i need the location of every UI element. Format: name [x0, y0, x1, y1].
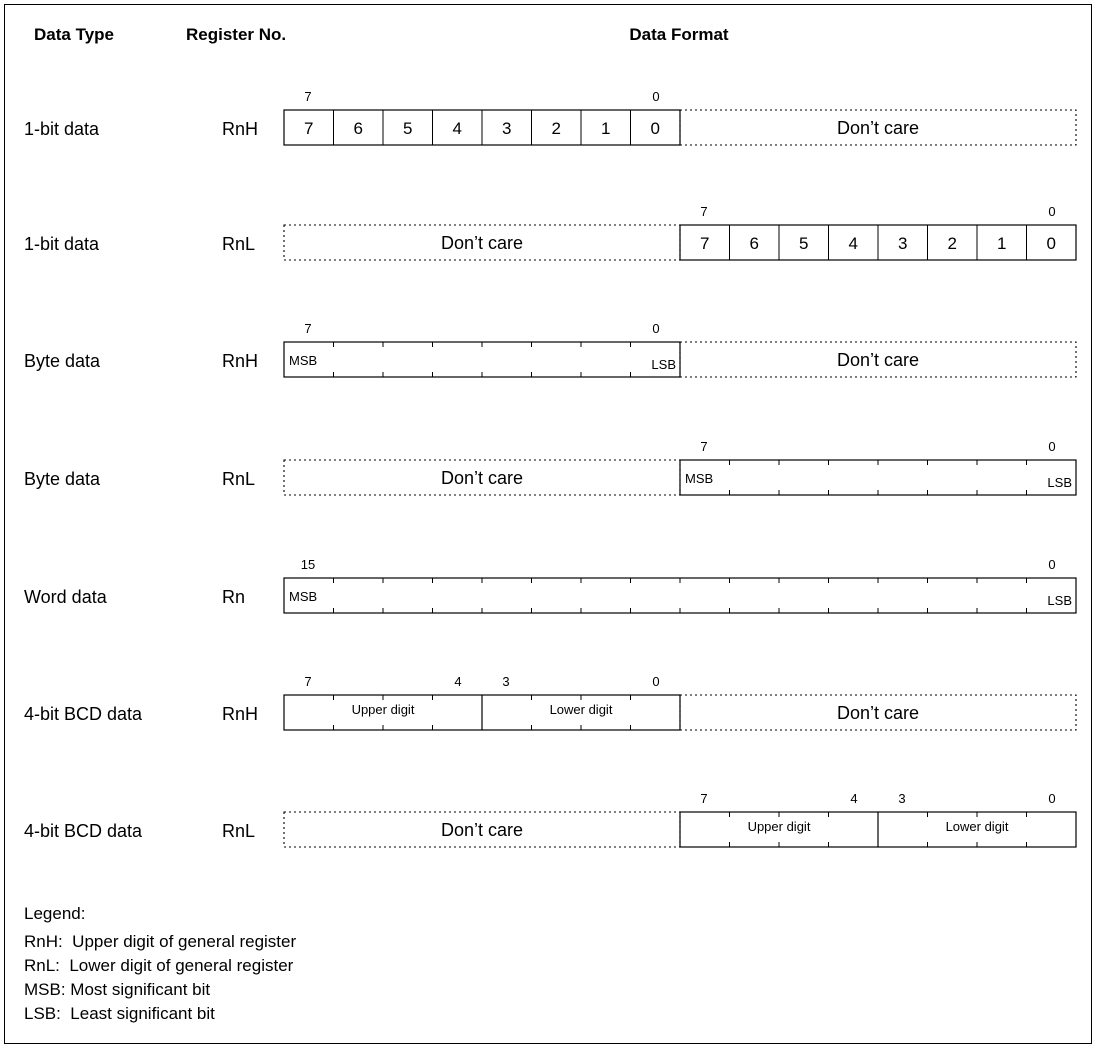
bit-cell-label: 7: [700, 234, 709, 253]
bit-number: 4: [454, 674, 461, 689]
bit-number-high: 7: [700, 204, 707, 219]
dont-care-label: Don’t care: [837, 118, 919, 138]
legend-item: RnH: Upper digit of general register: [24, 932, 296, 951]
bit-cell-label: 6: [354, 119, 363, 138]
dont-care-label: Don’t care: [441, 468, 523, 488]
register-label: RnL: [222, 234, 255, 254]
row-2: 1-bit data RnL Don’t care 7 6 5 4 3 2 1 0 7 0: [24, 204, 1077, 261]
dont-care-label: Don’t care: [441, 233, 523, 253]
data-type-label: 1-bit data: [24, 234, 100, 254]
data-type-label: 4-bit BCD data: [24, 821, 143, 841]
lower-digit-label: Lower digit: [550, 702, 613, 717]
bit-number: 3: [898, 791, 905, 806]
upper-digit-label: Upper digit: [352, 702, 415, 717]
lsb-label: LSB: [651, 357, 676, 372]
bit-number-low: 0: [652, 321, 659, 336]
dont-care-label: Don’t care: [441, 820, 523, 840]
row-5: Word data Rn 15 0 MSB LSB: [24, 557, 1077, 614]
bit-cell-label: 2: [552, 119, 561, 138]
dont-care-label: Don’t care: [837, 703, 919, 723]
msb-label: MSB: [289, 589, 317, 604]
dont-care-label: Don’t care: [837, 350, 919, 370]
register-label: RnH: [222, 351, 258, 371]
upper-digit-label: Upper digit: [748, 819, 811, 834]
data-type-label: Byte data: [24, 351, 101, 371]
header-register-no: Register No.: [186, 25, 286, 44]
bit-cell-label: 7: [304, 119, 313, 138]
row-1: 1-bit data RnH Don’t care 7 6 5 4 3 2 1 0 7 0: [24, 89, 1077, 146]
msb-label: MSB: [685, 471, 713, 486]
bit-number-high: 15: [301, 557, 315, 572]
bit-cell-label: 6: [750, 234, 759, 253]
bit-cell-label: 1: [601, 119, 610, 138]
legend-item: LSB: Least significant bit: [24, 1004, 215, 1023]
bit-cell-label: 4: [849, 234, 858, 253]
bit-number: 3: [502, 674, 509, 689]
data-type-label: 4-bit BCD data: [24, 704, 143, 724]
bit-cell-label: 3: [898, 234, 907, 253]
data-type-label: Byte data: [24, 469, 101, 489]
register-label: RnL: [222, 821, 255, 841]
bit-cell-label: 0: [1047, 234, 1056, 253]
bit-cell-label: 0: [651, 119, 660, 138]
lsb-label: LSB: [1047, 593, 1072, 608]
lower-digit-label: Lower digit: [946, 819, 1009, 834]
row-3: Byte data RnH Don’t care 7 0 MSB LSB: [24, 321, 1077, 378]
register-label: Rn: [222, 587, 245, 607]
row-7: 4-bit BCD data RnL Don’t care Upper digit Lo…: [24, 791, 1077, 848]
row-4: Byte data RnL Don’t care 7 0 MSB LSB: [24, 439, 1077, 496]
bit-number: 0: [1048, 791, 1055, 806]
bit-number-low: 0: [652, 89, 659, 104]
row-6: 4-bit BCD data RnH Don’t care Upper digit Lo…: [24, 674, 1077, 731]
bit-cell-label: 4: [453, 119, 462, 138]
msb-label: MSB: [289, 353, 317, 368]
lsb-label: LSB: [1047, 475, 1072, 490]
bit-cell-label: 1: [997, 234, 1006, 253]
bit-number-high: 7: [304, 89, 311, 104]
bit-number: 4: [850, 791, 857, 806]
bit-number-low: 0: [1048, 439, 1055, 454]
field-box: [283, 577, 1077, 614]
legend-item: MSB: Most significant bit: [24, 980, 210, 999]
legend: Legend: RnH: Upper digit of general regis…: [24, 904, 296, 1023]
field-box: [679, 459, 1077, 496]
bit-number-low: 0: [1048, 557, 1055, 572]
header-data-type: Data Type: [34, 25, 114, 44]
legend-item: RnL: Lower digit of general register: [24, 956, 294, 975]
register-label: RnH: [222, 704, 258, 724]
bit-cell-label: 2: [948, 234, 957, 253]
bit-cell-label: 3: [502, 119, 511, 138]
field-box: [283, 341, 681, 378]
bit-number-high: 7: [304, 321, 311, 336]
bit-number-high: 7: [700, 439, 707, 454]
diagram-frame: [4, 4, 1092, 1044]
data-type-label: 1-bit data: [24, 119, 100, 139]
bit-number: 0: [652, 674, 659, 689]
header-data-format: Data Format: [629, 25, 729, 44]
bit-number: 7: [700, 791, 707, 806]
legend-title: Legend:: [24, 904, 85, 923]
bit-number-low: 0: [1048, 204, 1055, 219]
register-label: RnL: [222, 469, 255, 489]
bit-cell-label: 5: [403, 119, 412, 138]
register-label: RnH: [222, 119, 258, 139]
bit-cell-label: 5: [799, 234, 808, 253]
bit-number: 7: [304, 674, 311, 689]
data-type-label: Word data: [24, 587, 108, 607]
